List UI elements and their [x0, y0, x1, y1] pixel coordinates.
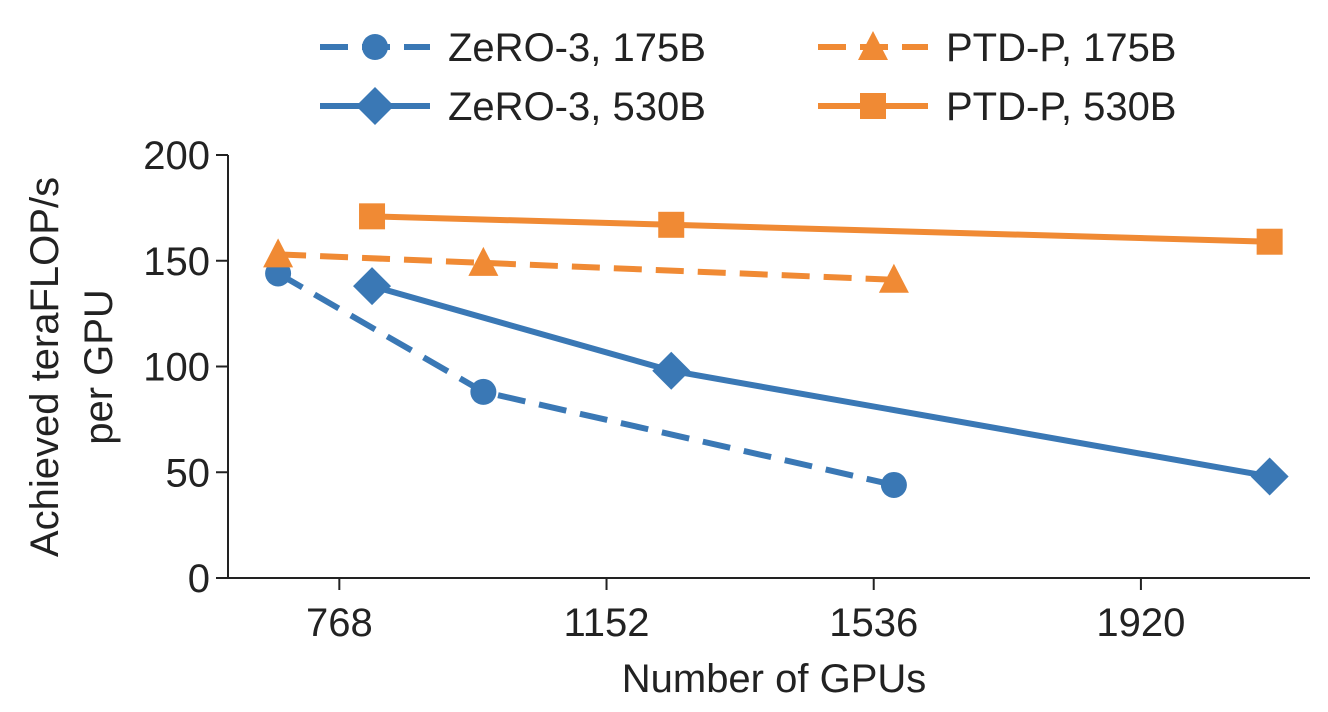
axes: 0 50 100 150 200 768 1152 1536 1920	[143, 134, 1310, 645]
square-marker	[860, 93, 886, 119]
diamond-marker	[353, 267, 392, 306]
diamond-marker	[652, 351, 691, 390]
triangle-marker	[468, 246, 499, 276]
series-ptd-p-530b	[359, 203, 1283, 255]
circle-marker	[470, 378, 497, 405]
plot-area	[263, 203, 1289, 498]
x-tick-label: 1152	[564, 601, 650, 645]
x-tick-label: 768	[306, 601, 373, 645]
triangle-marker	[858, 31, 888, 60]
square-marker	[1256, 228, 1283, 255]
y-axis-label-line1: Achieved teraFLOP/s	[23, 177, 67, 557]
x-axis-label: Number of GPUs	[622, 657, 927, 701]
legend-label: ZeRO-3, 175B	[448, 26, 706, 70]
legend-entry: ZeRO-3, 175B	[320, 26, 706, 70]
series-ptd-p-175b	[263, 238, 909, 293]
legend-entry: PTD-P, 530B	[818, 85, 1177, 129]
diamond-marker	[1250, 457, 1289, 496]
legend-label: PTD-P, 530B	[946, 85, 1177, 129]
y-tick-label: 50	[166, 451, 211, 495]
series-line	[371, 213, 1270, 245]
y-tick-label: 150	[143, 240, 210, 284]
y-tick-label: 200	[143, 134, 210, 178]
series-zero-3-175b	[265, 260, 907, 498]
y-tick-label: 0	[188, 557, 210, 601]
circle-marker	[362, 34, 388, 60]
square-marker	[658, 211, 685, 238]
x-tick-label: 1920	[1096, 601, 1185, 645]
triangle-marker	[263, 238, 294, 268]
triangle-marker	[878, 263, 909, 293]
y-axis-label-line2: per GPU	[77, 289, 121, 445]
legend-entry: PTD-P, 175B	[818, 26, 1177, 70]
x-tick-label: 1536	[829, 601, 918, 645]
diamond-marker	[356, 87, 394, 125]
square-marker	[359, 203, 386, 230]
series-line	[276, 270, 895, 488]
legend-label: PTD-P, 175B	[946, 26, 1177, 70]
circle-marker	[880, 471, 907, 498]
legend-entry: ZeRO-3, 530B	[320, 85, 706, 129]
legend-label: ZeRO-3, 530B	[448, 85, 706, 129]
series-line	[277, 251, 895, 283]
legend: ZeRO-3, 175B PTD-P, 175B ZeRO-3, 530B PTD-P…	[320, 26, 1177, 129]
series-line	[371, 283, 1271, 480]
y-tick-label: 100	[143, 346, 210, 390]
series-zero-3-530b	[353, 267, 1289, 496]
